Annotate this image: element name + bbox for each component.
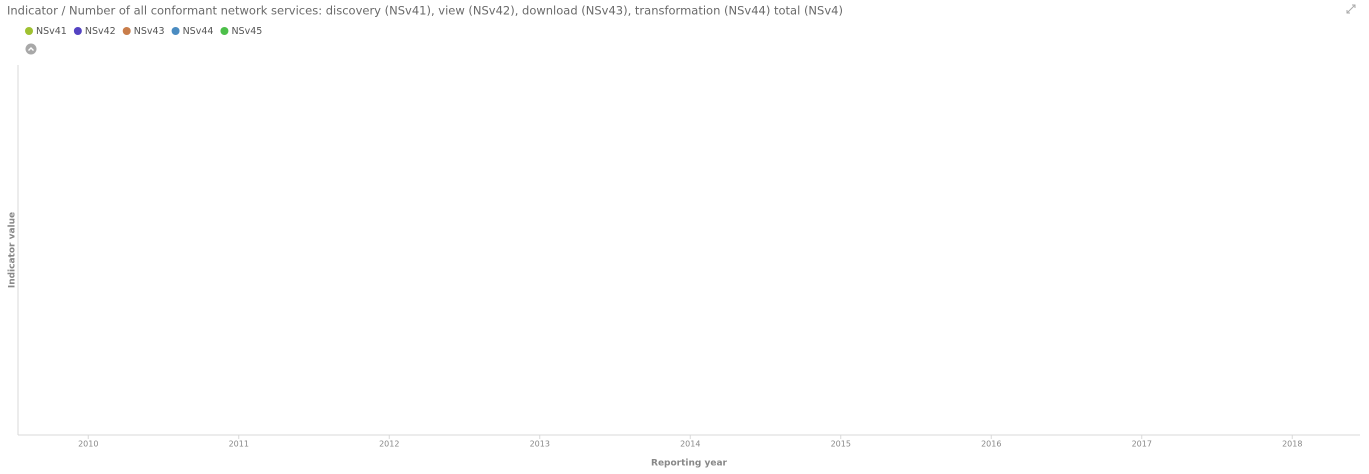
collapse-legend-button[interactable] — [25, 43, 37, 55]
legend-marker — [73, 27, 82, 35]
x-tick-label: 2014 — [680, 440, 700, 449]
chart-title: Indicator / Number of all conformant net… — [7, 4, 843, 18]
legend-label: NSv44 — [183, 26, 214, 37]
legend-marker — [25, 27, 33, 35]
x-tick-label: 2016 — [981, 440, 1001, 449]
legend-label: NSv42 — [85, 26, 116, 37]
x-tick-label: 2010 — [78, 440, 98, 449]
x-tick-label: 2018 — [1282, 440, 1302, 449]
x-axis-label: Reporting year — [651, 459, 728, 469]
legend-label: NSv41 — [36, 26, 67, 37]
legend-label: NSv43 — [134, 26, 165, 37]
legend-marker — [171, 27, 180, 35]
x-tick-label: 2011 — [229, 440, 249, 449]
x-tick-label: 2015 — [831, 440, 851, 449]
x-tick-label: 2017 — [1132, 440, 1152, 449]
legend-marker — [122, 27, 131, 35]
legend-marker — [220, 27, 229, 35]
x-tick-label: 2013 — [530, 440, 550, 449]
y-axis-label: Indicator value — [8, 212, 18, 288]
expand-icon[interactable] — [1346, 4, 1356, 14]
legend-label: NSv45 — [231, 26, 262, 37]
x-tick-label: 2012 — [379, 440, 399, 449]
